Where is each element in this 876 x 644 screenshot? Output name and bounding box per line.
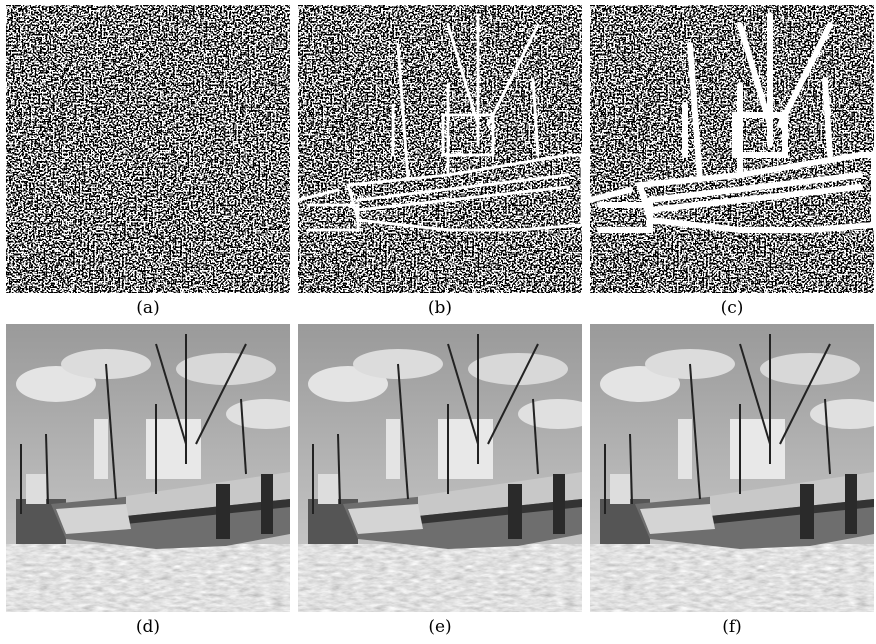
boat-image	[590, 324, 876, 612]
boat-image	[6, 324, 306, 612]
panel	[6, 324, 306, 612]
caption: (f)	[722, 617, 742, 637]
noise-image	[298, 5, 582, 293]
caption: (c)	[721, 298, 744, 318]
boat-image	[298, 324, 598, 612]
noise-image	[6, 5, 290, 293]
panel	[298, 324, 598, 612]
panel	[590, 5, 874, 293]
caption: (b)	[428, 298, 452, 318]
caption: (d)	[136, 617, 160, 637]
caption: (a)	[136, 298, 159, 318]
panel	[6, 5, 290, 293]
caption: (e)	[428, 617, 451, 637]
figure: (a) (b) (c) (d) (e) (f)	[0, 0, 876, 644]
panel	[590, 324, 876, 612]
panel	[298, 5, 582, 293]
